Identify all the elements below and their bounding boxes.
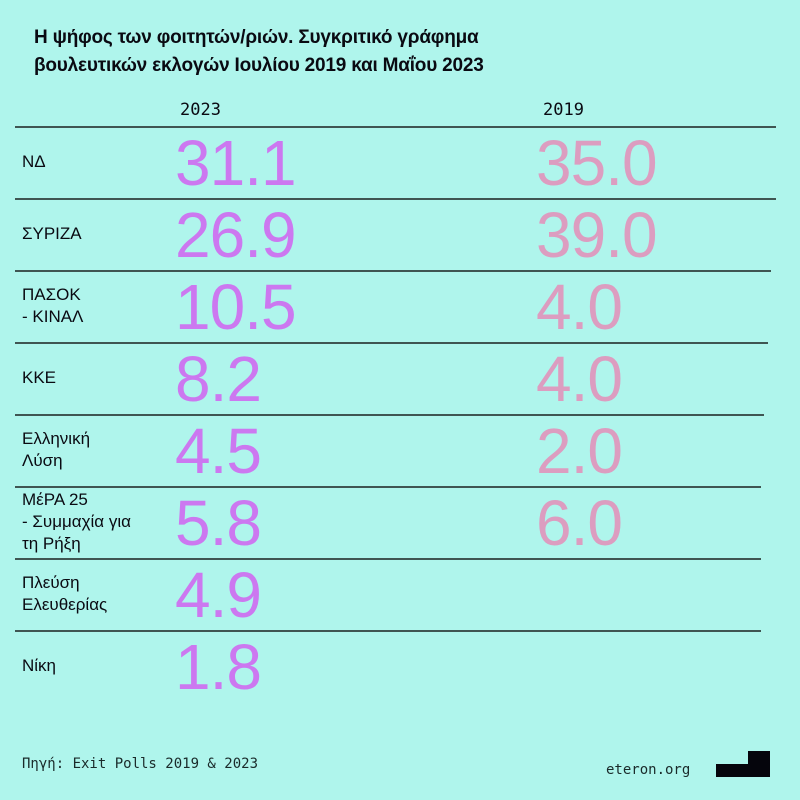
party-label: ΚΚΕ [22, 367, 56, 389]
eteron-logo-icon [716, 751, 770, 777]
party-label-line: ΠΑΣΟΚ [22, 285, 81, 304]
column-header-2019: 2019 [543, 100, 584, 120]
value-2023: 10.5 [175, 271, 297, 343]
party-label-line: - ΚΙΝΑΛ [22, 307, 84, 326]
value-2023: 4.9 [175, 559, 262, 631]
row-divider [15, 486, 761, 488]
party-label: ΠΑΣΟΚ - ΚΙΝΑΛ [22, 284, 83, 328]
table-row: ΣΥΡΙΖΑ 26.9 39.0 [0, 198, 800, 270]
table-row: ΚΚΕ 8.2 4.0 [0, 342, 800, 414]
value-2019: 6.0 [536, 487, 623, 559]
party-label-line: Ελευθερίας [22, 595, 108, 614]
row-divider [15, 342, 768, 344]
party-label: ΜέΡΑ 25 - Συμμαχία για τη Ρήξη [22, 489, 131, 555]
value-2023: 5.8 [175, 487, 262, 559]
value-2023: 31.1 [175, 127, 297, 199]
table-row: Νίκη 1.8 [0, 630, 800, 702]
table-row: Ελληνική Λύση 4.5 2.0 [0, 414, 800, 486]
header-divider [15, 126, 776, 128]
value-2019: 39.0 [536, 199, 658, 271]
row-divider [15, 630, 761, 632]
party-label: ΣΥΡΙΖΑ [22, 223, 82, 245]
table-row: ΝΔ 31.1 35.0 [0, 126, 800, 198]
site-link[interactable]: eteron.org [606, 762, 691, 778]
value-2023: 4.5 [175, 415, 262, 487]
party-label-line: Ελληνική [22, 429, 91, 448]
party-label-line: - Συμμαχία για [22, 512, 131, 531]
column-header-2023: 2023 [180, 100, 221, 120]
party-label-line: ΜέΡΑ 25 [22, 490, 88, 509]
party-label-line: ΚΚΕ [22, 368, 57, 387]
party-label-line: Πλεύση [22, 573, 80, 592]
chart-title: Η ψήφος των φοιτητών/ριών. Συγκριτικό γρ… [34, 24, 484, 80]
party-label: ΝΔ [22, 151, 46, 173]
title-line-1: Η ψήφος των φοιτητών/ριών. Συγκριτικό γρ… [34, 27, 479, 48]
party-label: Πλεύση Ελευθερίας [22, 572, 107, 616]
source-note: Πηγή: Exit Polls 2019 & 2023 [22, 756, 259, 772]
row-divider [15, 270, 771, 272]
party-label-line: τη Ρήξη [22, 534, 81, 553]
value-2019: 35.0 [536, 127, 658, 199]
value-2019: 4.0 [536, 271, 623, 343]
table-row: ΠΑΣΟΚ - ΚΙΝΑΛ 10.5 4.0 [0, 270, 800, 342]
value-2023: 26.9 [175, 199, 297, 271]
table-row: ΜέΡΑ 25 - Συμμαχία για τη Ρήξη 5.8 6.0 [0, 486, 800, 558]
value-2019: 4.0 [536, 343, 623, 415]
party-label-line: Νίκη [22, 656, 57, 675]
party-label-line: ΝΔ [22, 152, 46, 171]
row-divider [15, 414, 764, 416]
party-label-line: Λύση [22, 451, 63, 470]
party-label-line: ΣΥΡΙΖΑ [22, 224, 82, 243]
value-2023: 1.8 [175, 631, 262, 703]
title-line-2: βουλευτικών εκλογών Ιουλίου 2019 και Μαΐ… [34, 55, 484, 76]
party-label: Νίκη [22, 655, 56, 677]
value-2019: 2.0 [536, 415, 623, 487]
party-label: Ελληνική Λύση [22, 428, 90, 472]
row-divider [15, 558, 761, 560]
value-2023: 8.2 [175, 343, 262, 415]
row-divider [15, 198, 776, 200]
table-row: Πλεύση Ελευθερίας 4.9 [0, 558, 800, 630]
